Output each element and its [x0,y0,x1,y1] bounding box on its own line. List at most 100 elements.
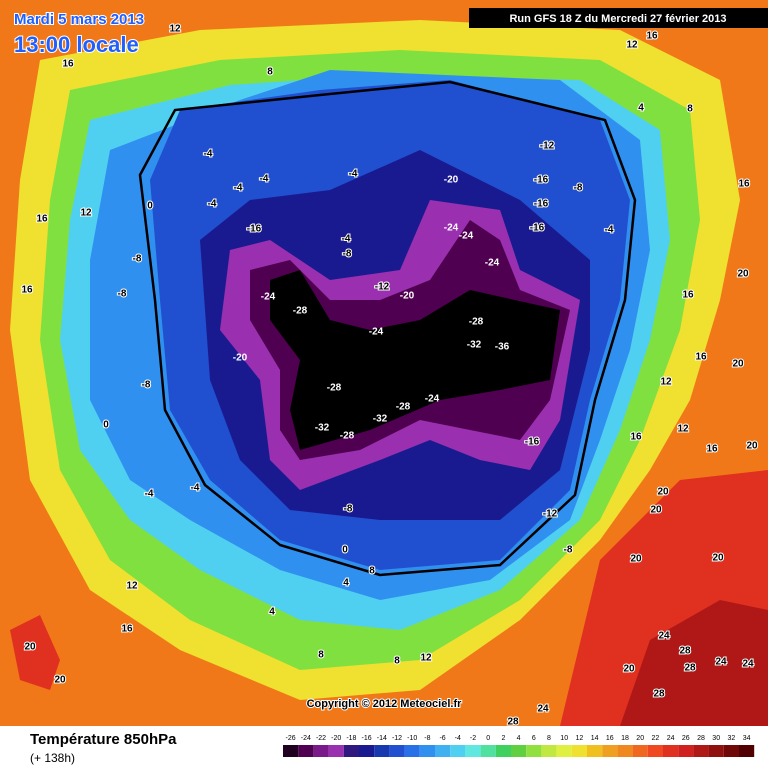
contour-label: -28 [469,317,484,328]
legend-label: 22 [652,735,660,742]
run-info: Run GFS 18 Z du Mercredi 27 février 2013 [509,13,726,25]
legend-swatch [708,745,724,757]
contour-label: -12 [540,141,555,152]
contour-label: -8 [574,183,583,194]
contour-label: 28 [653,689,665,700]
temp-zone [270,270,560,450]
contour-label: -16 [525,437,540,448]
legend-swatch [495,745,511,757]
contour-label: -4 [191,483,200,494]
contour-label: 12 [677,424,689,435]
legend-label: -14 [377,735,387,742]
legend-swatch [480,745,496,757]
legend-swatch [465,745,481,757]
contour-label: 12 [626,40,638,51]
legend-label: 0 [486,735,490,742]
contour-label: -16 [534,199,549,210]
contour-label: 12 [126,581,138,592]
contour-label: 8 [394,656,400,667]
contour-label: -28 [327,383,342,394]
contour-label: -24 [459,231,474,242]
legend-swatch [511,745,527,757]
run-box [469,8,768,28]
contour-label: 20 [630,554,642,565]
legend-swatch [359,745,375,757]
legend-swatch [632,745,648,757]
legend-swatch [663,745,679,757]
contour-label: -24 [369,327,384,338]
legend-label: 24 [667,735,675,742]
legend-swatch [602,745,618,757]
contour-label: 0 [342,545,348,556]
legend-swatch [283,745,299,757]
legend-swatch [450,745,466,757]
contour-label: 12 [660,377,672,388]
contour-label: 20 [657,487,669,498]
legend-label: 16 [606,735,614,742]
footer-lead: (+ 138h) [30,751,75,765]
contour-labels: -28-24-20-32-28-32-28-24-28-32 -36-28-24-… [20,23,759,729]
contour-label: 16 [21,285,33,296]
color-legend: -26 -24 -22 -20 -18 -16 -14 -12 -10 -8 -6 -4 -2 0 2 4 6 8… [283,735,755,757]
legend-swatch [693,745,709,757]
contour-label: 0 [147,201,153,212]
legend-swatch [571,745,587,757]
contour-label: 8 [687,104,693,115]
legend-swatch [541,745,557,757]
contour-label: -4 [204,149,213,160]
contour-label: 20 [650,505,662,516]
contour-label: -4 [349,169,358,180]
contour-label: -8 [343,249,352,260]
legend-label: -26 [286,735,296,742]
legend-label: 34 [743,735,751,742]
contour-label: 4 [343,578,349,589]
contour-label: 8 [318,650,324,661]
contour-label: -4 [260,174,269,185]
legend-label: 30 [712,735,720,742]
contour-label: -36 [495,342,510,353]
legend-label: -24 [301,735,311,742]
contour-label: 20 [732,359,744,370]
contour-label: 4 [638,103,644,114]
legend-swatch [617,745,633,757]
contour-label: 16 [646,31,658,42]
map: -28-24-20-32-28-32-28-24-28-32 -36-28-24-… [0,0,768,729]
contour-label: -20 [233,353,248,364]
contour-label: 16 [36,214,48,225]
legend-label: -8 [424,735,430,742]
contour-label: 16 [695,352,707,363]
legend-label: 2 [501,735,505,742]
warm-region [10,615,60,690]
legend-label: 14 [591,735,599,742]
legend-label: -10 [407,735,417,742]
legend-label: -18 [346,735,356,742]
legend-label: 32 [728,735,736,742]
contour-label: -32 [373,414,388,425]
warm-region [620,600,768,726]
contour-label: -28 [340,431,355,442]
legend-swatch [298,745,314,757]
contour-label: 16 [682,290,694,301]
contour-label: -16 [534,175,549,186]
contour-label: 12 [169,24,181,35]
contour-label: -4 [145,489,154,500]
legend-swatch [647,745,663,757]
legend-swatch [678,745,694,757]
legend-swatch [435,745,451,757]
contour-label: -8 [118,289,127,300]
legend-label: -16 [362,735,372,742]
legend-label: -22 [316,735,326,742]
contour-label: -32 [315,423,330,434]
contour-label: -32 [467,340,482,351]
legend-swatch [723,745,739,757]
contour-label: 28 [507,717,519,728]
legend-label: 20 [636,735,644,742]
contour-label: -8 [344,504,353,515]
legend-swatch [419,745,435,757]
contour-label: 8 [267,67,273,78]
contour-label: 20 [54,675,66,686]
contour-label: -24 [261,292,276,303]
legend-swatch [328,745,344,757]
contour-label: -28 [293,306,308,317]
contour-label: -16 [530,223,545,234]
